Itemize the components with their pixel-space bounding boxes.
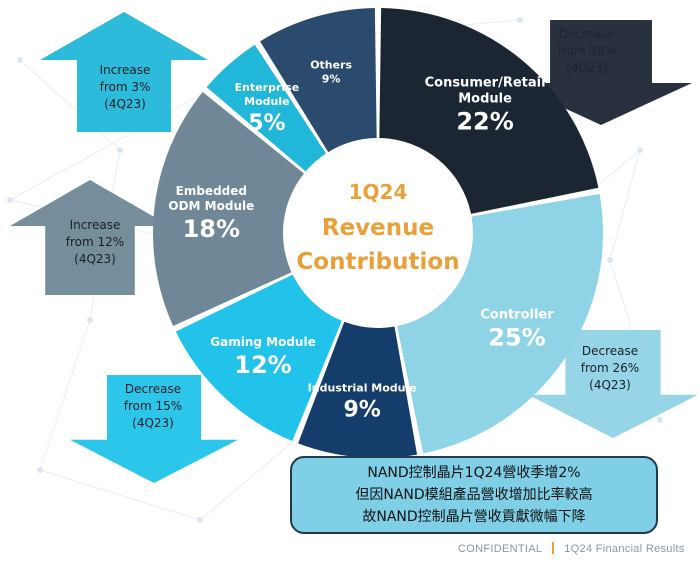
slice-label-consumer-retail-module: Module: [458, 92, 512, 107]
arrow-label-line: (4Q23): [589, 378, 631, 392]
center-title-line: Contribution: [296, 249, 459, 275]
footer-separator: [552, 542, 555, 554]
slice-label-embedded-odm-module: Embedded: [176, 184, 247, 198]
arrow-label-line: from 12%: [65, 235, 125, 249]
slice-industrial-module: [298, 321, 418, 458]
arrow-label-line: Decrease: [558, 27, 616, 41]
bg-dot: [637, 147, 643, 153]
bg-dot: [37, 467, 43, 473]
slice-label-controller: Controller: [480, 307, 554, 322]
slice-gaming-module: [175, 274, 342, 442]
arrow-label-line: from 15%: [123, 399, 183, 413]
slice-value-consumer-retail-module: 22%: [456, 108, 513, 136]
slice-label-consumer-retail-module: Consumer/Retail: [425, 76, 546, 91]
callout-line-3: 故NAND控制晶片營收貢獻微幅下降: [362, 509, 586, 525]
arrow-label-line: from 28%: [557, 44, 617, 58]
donut-slices: [152, 8, 603, 458]
slice-embedded-odm-module: [152, 92, 304, 326]
slice-label-others: 9%: [322, 73, 341, 86]
slice-value-embedded-odm-module: 18%: [183, 215, 240, 243]
arrow-label-line: from 3%: [99, 80, 151, 94]
slice-labels: Consumer/RetailModule22%Controller25%Ind…: [168, 59, 554, 423]
bg-dot: [657, 417, 663, 423]
bg-line: [39, 469, 201, 521]
callout-line-1: NAND控制晶片1Q24營收季增2%: [367, 465, 581, 481]
slice-value-gaming-module: 12%: [234, 351, 291, 379]
slice-value-enterprise-module: 5%: [248, 111, 285, 136]
arrow-label-consumer-retail-module: Decrease from 28% (4Q23): [532, 26, 642, 77]
bg-dot: [607, 257, 613, 263]
change-arrow-enterprise-module: [40, 12, 208, 132]
arrow-label-line: Decrease: [124, 382, 182, 396]
slice-enterprise-module: [206, 44, 326, 172]
slice-label-embedded-odm-module: ODM Module: [168, 199, 254, 213]
footer-title: 1Q24 Financial Results: [564, 543, 685, 555]
arrow-label-line: Increase: [69, 218, 121, 232]
bg-line: [39, 319, 91, 471]
slice-label-enterprise-module: Module: [244, 95, 289, 108]
bg-dot: [197, 517, 203, 523]
arrow-label-line: (4Q23): [74, 252, 116, 266]
arrow-label-embedded-odm-module: Increase from 12% (4Q23): [40, 217, 150, 268]
footer: CONFIDENTIAL 1Q24 Financial Results: [458, 542, 685, 555]
arrow-label-line: (4Q23): [104, 97, 146, 111]
donut-hole: [285, 140, 471, 326]
center-title-line: Revenue: [322, 215, 434, 241]
slice-value-industrial-module: 9%: [344, 397, 381, 422]
footer-confidential: CONFIDENTIAL: [458, 543, 543, 555]
callout-box: NAND控制晶片1Q24營收季增2% 但因NAND模組產品營收增加比率較高 故N…: [290, 456, 658, 534]
change-arrow-controller: [528, 330, 698, 438]
arrow-label-controller: Decrease from 26% (4Q23): [555, 343, 665, 394]
slice-label-gaming-module: Gaming Module: [210, 335, 315, 349]
bg-dot: [117, 147, 123, 153]
bg-dot: [17, 57, 23, 63]
center-title-line: 1Q24: [349, 180, 408, 204]
center-title: 1Q24 Revenue Contribution: [285, 140, 471, 326]
slice-label-enterprise-module: Enterprise: [235, 81, 300, 94]
arrow-label-enterprise-module: Increase from 3% (4Q23): [70, 62, 180, 113]
arrow-label-line: (4Q23): [132, 416, 174, 430]
slice-label-others: Others: [310, 59, 352, 72]
arrow-label-line: Increase: [99, 63, 151, 77]
change-arrows: [10, 12, 698, 483]
bg-dot: [517, 17, 523, 23]
slice-label-industrial-module: Industrial Module: [308, 381, 417, 394]
slice-value-controller: 25%: [488, 323, 545, 351]
change-arrow-gaming-module: [70, 375, 238, 483]
callout-line-2: 但因NAND模組產品營收增加比率較高: [355, 487, 593, 503]
arrow-label-line: Decrease: [581, 344, 639, 358]
slice-consumer-retail-module: [379, 8, 599, 214]
bg-line: [19, 59, 121, 151]
bg-dot: [7, 197, 13, 203]
slice-controller: [397, 193, 603, 454]
slice-others: [260, 8, 377, 153]
arrow-label-line: (4Q23): [566, 61, 608, 75]
bg-dot: [87, 317, 93, 323]
arrow-label-line: from 26%: [580, 361, 640, 375]
arrow-label-gaming-module: Decrease from 15% (4Q23): [98, 381, 208, 432]
bg-line: [609, 149, 641, 261]
change-arrow-embedded-odm-module: [10, 180, 170, 295]
